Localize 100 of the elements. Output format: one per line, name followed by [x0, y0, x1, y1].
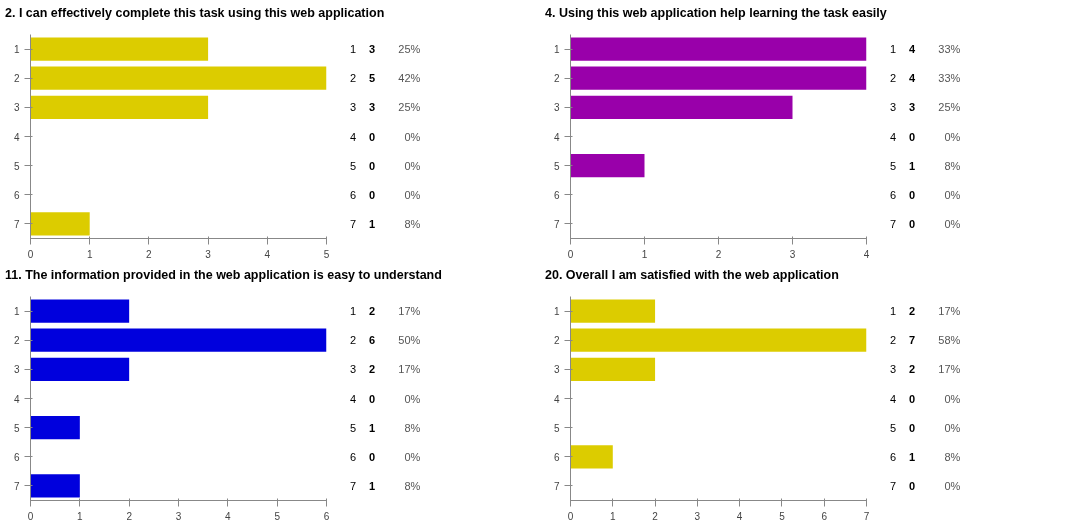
- data-label: 3: [369, 101, 376, 114]
- category-label: 4: [350, 130, 357, 143]
- y-tick-label: 5: [13, 160, 20, 172]
- y-tick-label: 6: [13, 189, 20, 201]
- data-label: 2: [369, 363, 376, 376]
- x-tick-label: 2: [126, 510, 133, 522]
- x-tick-label: 2: [652, 510, 659, 522]
- x-tick-label: 4: [736, 510, 743, 522]
- x-tick-label: 0: [27, 248, 34, 260]
- text: 8%: [404, 479, 421, 492]
- category-label: 7: [890, 479, 897, 492]
- x-tick-label: 3: [175, 510, 182, 522]
- data-label: 0: [369, 392, 376, 405]
- y-tick-label: 4: [553, 393, 560, 405]
- category-label: 1: [890, 305, 897, 318]
- text: 17%: [938, 305, 961, 318]
- data-label: 3: [369, 43, 376, 56]
- y-tick-label: 2: [13, 335, 20, 347]
- text: 17%: [398, 305, 421, 318]
- x-tick-label: 6: [821, 510, 828, 522]
- x-tick-label: 3: [694, 510, 701, 522]
- text: 0%: [404, 159, 421, 172]
- category-label: 5: [350, 159, 357, 172]
- data-label: 1: [369, 479, 376, 492]
- category-label: 2: [350, 334, 357, 347]
- data-label: 5: [369, 72, 376, 85]
- data-label: 2: [369, 305, 376, 318]
- text: 42%: [398, 72, 421, 85]
- x-tick-label: 2: [146, 248, 153, 260]
- x-tick-label: 6: [323, 510, 330, 522]
- data-label: 0: [909, 392, 916, 405]
- y-tick-label: 7: [553, 218, 560, 230]
- data-label: 3: [909, 101, 916, 114]
- y-tick-label: 7: [13, 480, 20, 492]
- text: 17%: [938, 363, 961, 376]
- y-tick-label: 4: [13, 131, 20, 143]
- text: 8%: [944, 450, 961, 463]
- category-label: 3: [350, 363, 357, 376]
- x-tick-label: 4: [863, 248, 870, 260]
- category-label: 4: [890, 392, 897, 405]
- data-label: 4: [909, 43, 916, 56]
- y-tick-label: 3: [553, 102, 560, 114]
- category-label: 1: [890, 43, 897, 56]
- category-label: 5: [350, 421, 357, 434]
- y-tick-label: 5: [553, 422, 560, 434]
- data-label: 6: [369, 334, 376, 347]
- data-label: 0: [909, 479, 916, 492]
- text: 0%: [944, 217, 961, 230]
- y-tick-label: 2: [553, 73, 560, 85]
- category-label: 6: [350, 450, 357, 463]
- category-label: 2: [890, 334, 897, 347]
- data-label: 0: [909, 130, 916, 143]
- text: 33%: [938, 72, 961, 85]
- y-tick-label: 2: [553, 335, 560, 347]
- data-label: 1: [909, 450, 916, 463]
- x-tick-label: 1: [610, 510, 616, 522]
- x-tick-label: 4: [225, 510, 232, 522]
- text: 0%: [944, 421, 961, 434]
- category-label: 2: [890, 72, 897, 85]
- text: 0%: [944, 130, 961, 143]
- x-tick-label: 0: [567, 510, 574, 522]
- data-label: 0: [909, 217, 916, 230]
- category-label: 5: [890, 421, 897, 434]
- category-label: 2: [350, 72, 357, 85]
- text: 25%: [938, 101, 961, 114]
- y-tick-label: 4: [13, 393, 20, 405]
- text: 0%: [404, 130, 421, 143]
- x-tick-label: 7: [863, 510, 870, 522]
- x-tick-label: 5: [323, 248, 330, 260]
- x-tick-label: 5: [274, 510, 281, 522]
- text: 50%: [398, 334, 421, 347]
- x-tick-label: 0: [567, 248, 574, 260]
- y-tick-label: 3: [553, 364, 560, 376]
- text: 0%: [944, 188, 961, 201]
- y-tick-label: 7: [13, 218, 20, 230]
- text: 0%: [944, 392, 961, 405]
- y-tick-label: 4: [553, 131, 560, 143]
- y-tick-label: 6: [553, 189, 560, 201]
- text: 0%: [944, 479, 961, 492]
- category-label: 3: [890, 363, 897, 376]
- x-tick-label: 1: [86, 248, 93, 260]
- chart-title: 2. I can effectively complete this task using this web application: [5, 5, 385, 22]
- y-tick-label: 6: [553, 451, 560, 463]
- category-label: 1: [350, 43, 357, 56]
- y-tick-label: 3: [13, 364, 20, 376]
- chart-title: 4. Using this web application help learning the task easily: [545, 5, 887, 22]
- data-label: 2: [909, 363, 916, 376]
- y-tick-label: 3: [13, 102, 20, 114]
- text: 33%: [938, 43, 961, 56]
- y-tick-label: 2: [13, 73, 20, 85]
- text: 8%: [404, 217, 421, 230]
- y-tick-label: 5: [13, 422, 20, 434]
- x-tick-label: 0: [27, 510, 34, 522]
- data-label: 0: [909, 188, 916, 201]
- chart-title: 20. Overall I am satisfied with the web application: [545, 267, 839, 284]
- category-label: 7: [350, 217, 357, 230]
- y-tick-label: 1: [13, 44, 20, 56]
- x-tick-label: 4: [264, 248, 271, 260]
- data-label: 7: [909, 334, 916, 347]
- chart-title: 11. The information provided in the web application is easy to understand: [5, 267, 442, 284]
